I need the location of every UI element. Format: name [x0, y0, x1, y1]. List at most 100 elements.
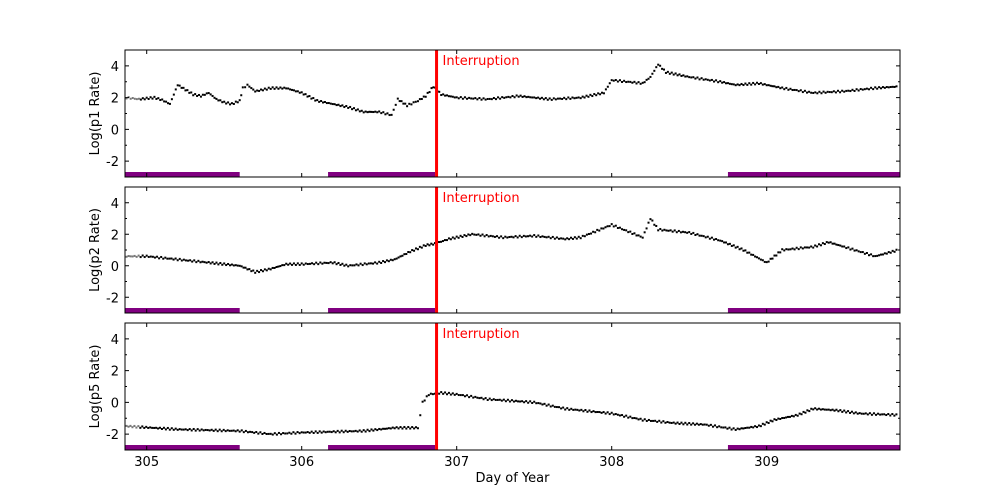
data-point — [657, 63, 660, 66]
data-point — [195, 261, 198, 264]
data-point — [647, 418, 650, 421]
data-point — [202, 429, 205, 432]
data-point — [308, 431, 311, 434]
shaded-interval — [328, 172, 435, 177]
data-point — [246, 83, 249, 86]
data-point — [504, 235, 507, 238]
data-point — [843, 90, 846, 93]
data-point — [673, 229, 676, 232]
data-point — [463, 234, 466, 237]
data-point — [688, 76, 691, 79]
data-point — [696, 233, 699, 236]
data-point — [736, 427, 739, 430]
data-point — [783, 249, 786, 252]
data-point — [621, 80, 624, 83]
data-point — [216, 430, 219, 433]
data-point — [730, 428, 733, 431]
data-point — [139, 426, 142, 429]
data-point — [294, 90, 297, 93]
data-point — [653, 69, 656, 72]
data-point — [285, 262, 288, 265]
data-point — [254, 271, 257, 274]
data-point — [816, 408, 819, 411]
data-point — [368, 430, 371, 433]
data-point — [322, 430, 325, 433]
data-point — [698, 234, 701, 237]
data-point — [802, 410, 805, 413]
data-point — [328, 430, 331, 433]
data-point — [263, 431, 266, 434]
data-point — [593, 93, 596, 96]
data-point — [722, 426, 725, 429]
data-point — [201, 260, 204, 263]
data-point — [525, 96, 528, 99]
data-point — [723, 81, 726, 84]
data-point — [135, 255, 138, 258]
data-point — [391, 259, 394, 262]
data-point — [294, 263, 297, 266]
data-point — [300, 91, 303, 94]
data-point — [325, 261, 328, 264]
data-point — [535, 235, 538, 238]
data-point — [329, 261, 332, 264]
data-point — [491, 235, 494, 238]
data-point — [795, 89, 798, 92]
data-point — [346, 430, 349, 433]
data-point — [453, 96, 456, 99]
data-point — [750, 253, 753, 256]
data-point — [366, 111, 369, 114]
data-point — [342, 431, 345, 434]
data-point — [236, 429, 239, 432]
data-point — [503, 96, 506, 99]
data-point — [837, 244, 840, 247]
data-point — [376, 429, 379, 432]
data-point — [189, 259, 192, 262]
data-point — [232, 264, 235, 267]
data-point — [474, 395, 477, 398]
data-point — [261, 432, 264, 435]
data-point — [826, 90, 829, 93]
data-point — [885, 86, 888, 89]
data-point — [279, 265, 282, 268]
data-point — [511, 94, 514, 97]
data-point — [338, 431, 341, 434]
data-point — [581, 234, 584, 237]
data-point — [344, 429, 347, 432]
data-point — [221, 263, 224, 266]
data-point — [767, 260, 770, 263]
data-point — [186, 429, 189, 432]
data-point — [219, 261, 222, 264]
shaded-interval — [328, 308, 435, 313]
data-point — [468, 96, 471, 99]
data-point — [653, 223, 656, 226]
data-point — [418, 245, 421, 248]
data-point — [515, 399, 518, 402]
data-point — [829, 409, 832, 412]
data-point — [582, 410, 585, 413]
data-point — [803, 246, 806, 249]
data-point — [704, 78, 707, 81]
data-point — [230, 102, 233, 105]
data-point — [457, 394, 460, 397]
data-point — [718, 425, 721, 428]
x-tick-label: 306 — [289, 455, 314, 470]
data-point — [676, 421, 679, 424]
data-point — [521, 400, 524, 403]
data-point — [352, 430, 355, 433]
data-point — [159, 99, 162, 102]
data-point — [158, 426, 161, 429]
data-point — [777, 251, 780, 254]
data-point — [672, 73, 675, 76]
data-point — [206, 429, 209, 432]
data-point — [688, 422, 691, 425]
data-point — [763, 83, 766, 86]
data-point — [682, 74, 685, 77]
data-point — [512, 400, 515, 403]
data-point — [271, 433, 274, 436]
data-point — [153, 95, 156, 98]
data-point — [606, 225, 609, 228]
data-point — [213, 262, 216, 265]
data-point — [205, 261, 208, 264]
data-point — [393, 258, 396, 261]
data-point — [127, 255, 130, 258]
